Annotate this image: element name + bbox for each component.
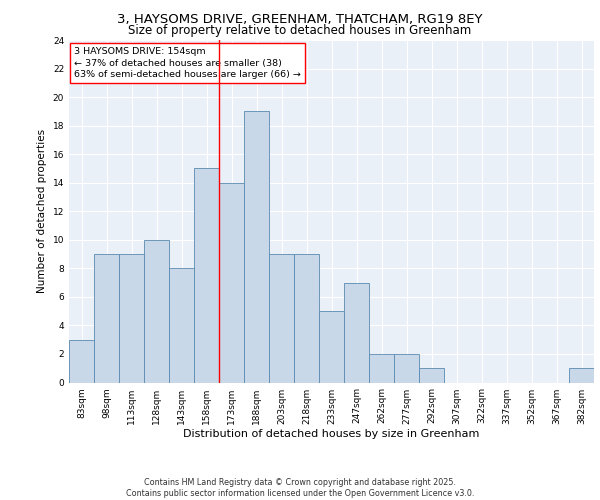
Bar (94, 254, 119, 382)
Text: Size of property relative to detached houses in Greenham: Size of property relative to detached ho… (128, 24, 472, 37)
Bar (169, 268, 194, 382)
Bar (569, 368, 594, 382)
Y-axis label: Number of detached properties: Number of detached properties (37, 129, 47, 294)
Bar (194, 168, 219, 382)
Bar (69, 340, 94, 382)
Bar (244, 112, 269, 382)
Bar (219, 182, 244, 382)
Text: 3, HAYSOMS DRIVE, GREENHAM, THATCHAM, RG19 8EY: 3, HAYSOMS DRIVE, GREENHAM, THATCHAM, RG… (117, 12, 483, 26)
Bar (119, 254, 144, 382)
Bar (344, 282, 369, 382)
Bar (369, 354, 394, 382)
Bar (294, 254, 319, 382)
Bar (269, 254, 294, 382)
Bar (144, 240, 169, 382)
Text: Contains HM Land Registry data © Crown copyright and database right 2025.
Contai: Contains HM Land Registry data © Crown c… (126, 478, 474, 498)
X-axis label: Distribution of detached houses by size in Greenham: Distribution of detached houses by size … (184, 430, 479, 440)
Bar (419, 368, 444, 382)
Text: 3 HAYSOMS DRIVE: 154sqm
← 37% of detached houses are smaller (38)
63% of semi-de: 3 HAYSOMS DRIVE: 154sqm ← 37% of detache… (74, 47, 301, 80)
Bar (394, 354, 419, 382)
Bar (319, 311, 344, 382)
